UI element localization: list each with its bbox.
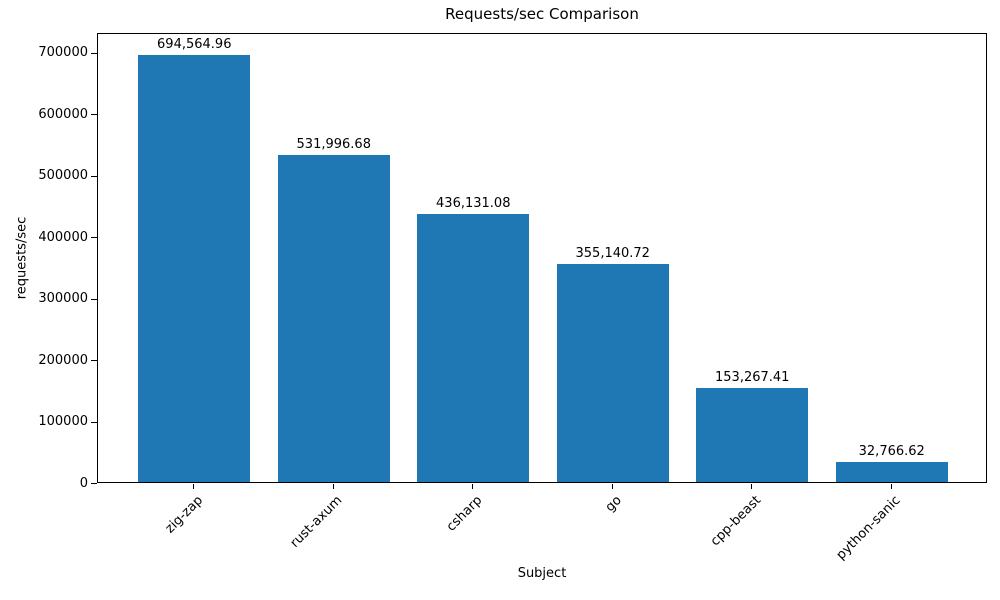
bar-value-label: 694,564.96 (157, 37, 232, 53)
x-tick-mark (611, 484, 613, 489)
bar-value-label: 531,996.68 (296, 137, 371, 153)
x-axis-label: Subject (517, 566, 567, 581)
y-tick-mark (91, 298, 97, 300)
x-tick-mark (472, 484, 474, 489)
bar-zig-zap (138, 55, 251, 482)
bar-go (556, 263, 669, 482)
y-tick-label: 100000 (38, 414, 88, 430)
y-tick-mark (91, 237, 97, 239)
bar-value-label: 355,140.72 (575, 245, 650, 261)
x-tick-mark (332, 484, 334, 489)
x-tick-mark (890, 484, 892, 489)
x-tick-label-cpp-beast: cpp-beast (707, 493, 764, 550)
x-tick-mark (751, 484, 753, 489)
bar-csharp (417, 214, 530, 482)
x-tick-label-python-sanic: python-sanic (833, 493, 904, 563)
bar-rust-axum (277, 155, 390, 482)
x-tick-label-zig-zap: zig-zap (162, 493, 206, 537)
x-tick-label-go: go (602, 493, 625, 516)
x-tick-label-rust-axum: rust-axum (287, 493, 346, 551)
bar-python-sanic (835, 461, 948, 482)
chart-title: Requests/sec Comparison (445, 5, 639, 23)
x-tick-label-csharp: csharp (443, 493, 485, 535)
y-tick-label: 700000 (38, 45, 88, 61)
y-tick-label: 300000 (38, 291, 88, 307)
y-tick-label: 200000 (38, 352, 88, 368)
y-tick-mark (91, 52, 97, 54)
y-tick-mark (91, 114, 97, 116)
y-tick-mark (91, 421, 97, 423)
plot-area: 694,564.96 531,996.68 436,131.08 355,140.72… (97, 33, 987, 483)
bar-value-label: 436,131.08 (436, 196, 511, 212)
bar-cpp-beast (696, 387, 809, 482)
y-tick-label: 600000 (38, 106, 88, 122)
y-tick-mark (91, 360, 97, 362)
y-tick-label: 400000 (38, 229, 88, 245)
bar-value-label: 32,766.62 (858, 443, 925, 459)
x-tick-mark (193, 484, 195, 489)
y-tick-mark (91, 483, 97, 484)
y-tick-label: 500000 (38, 168, 88, 184)
bar-value-label: 153,267.41 (715, 369, 790, 385)
y-tick-mark (91, 175, 97, 177)
y-tick-label: 0 (79, 475, 88, 491)
